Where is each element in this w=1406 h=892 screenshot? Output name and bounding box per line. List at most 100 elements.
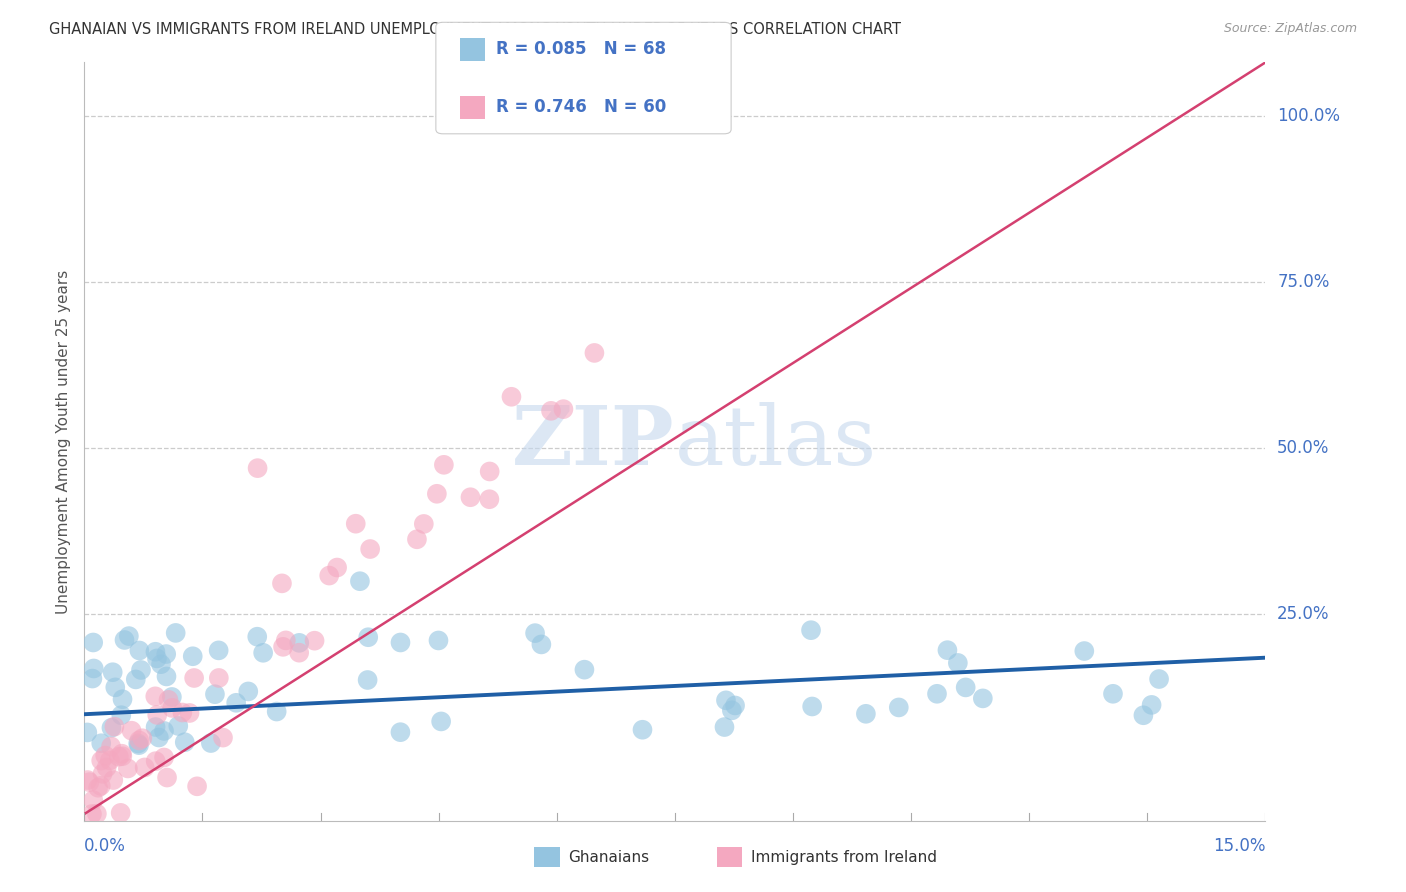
Point bbox=[574, 663, 596, 677]
Point bbox=[631, 723, 654, 737]
Point bbox=[204, 687, 226, 701]
Point bbox=[173, 735, 195, 749]
Point bbox=[100, 739, 122, 754]
Point bbox=[111, 749, 134, 764]
Point bbox=[83, 661, 105, 675]
Point bbox=[98, 754, 121, 768]
Point bbox=[114, 632, 136, 647]
Point bbox=[801, 699, 824, 714]
Point bbox=[153, 723, 176, 738]
Text: Ghanaians: Ghanaians bbox=[568, 850, 650, 864]
Point bbox=[127, 736, 149, 750]
Point bbox=[145, 720, 167, 734]
Point bbox=[887, 700, 910, 714]
Point bbox=[478, 465, 501, 479]
Point bbox=[1132, 708, 1154, 723]
Point bbox=[344, 516, 367, 531]
Point bbox=[274, 633, 297, 648]
Point bbox=[129, 663, 152, 677]
Point bbox=[91, 766, 114, 780]
Point bbox=[583, 346, 606, 360]
Point bbox=[131, 731, 153, 746]
Point bbox=[108, 749, 131, 764]
Point bbox=[1102, 687, 1125, 701]
Point bbox=[713, 720, 735, 734]
Point bbox=[179, 706, 201, 720]
Point bbox=[96, 760, 118, 774]
Point bbox=[101, 665, 124, 680]
Text: ZIP: ZIP bbox=[512, 401, 675, 482]
Point bbox=[165, 626, 187, 640]
Point bbox=[79, 775, 101, 789]
Point bbox=[80, 807, 103, 822]
Point bbox=[433, 458, 456, 472]
Point bbox=[721, 703, 744, 717]
Point bbox=[271, 640, 294, 654]
Point bbox=[150, 657, 173, 672]
Point bbox=[94, 748, 117, 763]
Point bbox=[167, 719, 190, 733]
Point bbox=[246, 630, 269, 644]
Point bbox=[160, 701, 183, 715]
Text: atlas: atlas bbox=[675, 401, 877, 482]
Point bbox=[143, 690, 166, 704]
Point bbox=[389, 635, 412, 649]
Point bbox=[304, 633, 326, 648]
Point bbox=[86, 806, 108, 821]
Point bbox=[121, 723, 143, 738]
Point bbox=[87, 780, 110, 795]
Point bbox=[148, 731, 170, 745]
Point bbox=[318, 568, 340, 582]
Point bbox=[208, 671, 231, 685]
Point bbox=[125, 673, 148, 687]
Text: Immigrants from Ireland: Immigrants from Ireland bbox=[751, 850, 936, 864]
Text: 100.0%: 100.0% bbox=[1277, 107, 1340, 125]
Point bbox=[103, 720, 125, 734]
Point bbox=[389, 725, 412, 739]
Point bbox=[76, 772, 98, 787]
Point bbox=[181, 649, 204, 664]
Point bbox=[855, 706, 877, 721]
Point bbox=[145, 754, 167, 768]
Point bbox=[76, 725, 98, 739]
Point bbox=[100, 721, 122, 735]
Point bbox=[110, 805, 132, 820]
Point bbox=[1147, 672, 1170, 686]
Point bbox=[349, 574, 371, 589]
Point bbox=[972, 691, 994, 706]
Point bbox=[695, 109, 717, 123]
Point bbox=[82, 635, 104, 649]
Text: Source: ZipAtlas.com: Source: ZipAtlas.com bbox=[1223, 22, 1357, 36]
Point bbox=[524, 626, 547, 640]
Point bbox=[406, 533, 429, 547]
Point bbox=[426, 487, 449, 501]
Point bbox=[1073, 644, 1095, 658]
Point bbox=[157, 693, 180, 707]
Point bbox=[104, 681, 127, 695]
Point bbox=[128, 738, 150, 752]
Point bbox=[146, 651, 169, 665]
Point bbox=[252, 646, 274, 660]
Point bbox=[271, 576, 294, 591]
Point bbox=[357, 630, 380, 644]
Point bbox=[288, 646, 311, 660]
Point bbox=[430, 714, 453, 729]
Point bbox=[155, 669, 177, 683]
Point bbox=[326, 560, 349, 574]
Point bbox=[111, 692, 134, 706]
Point bbox=[160, 690, 183, 704]
Point bbox=[128, 643, 150, 657]
Point bbox=[110, 708, 132, 723]
Point bbox=[266, 705, 288, 719]
Point bbox=[186, 780, 208, 794]
Point bbox=[356, 673, 378, 687]
Point bbox=[153, 750, 176, 764]
Text: GHANAIAN VS IMMIGRANTS FROM IRELAND UNEMPLOYMENT AMONG YOUTH UNDER 25 YEARS CORR: GHANAIAN VS IMMIGRANTS FROM IRELAND UNEM… bbox=[49, 22, 901, 37]
Point bbox=[225, 696, 247, 710]
Point bbox=[156, 771, 179, 785]
Point bbox=[714, 693, 737, 707]
Point bbox=[800, 623, 823, 637]
Text: 75.0%: 75.0% bbox=[1277, 273, 1330, 291]
Text: R = 0.085   N = 68: R = 0.085 N = 68 bbox=[496, 40, 666, 58]
Point bbox=[451, 102, 474, 116]
